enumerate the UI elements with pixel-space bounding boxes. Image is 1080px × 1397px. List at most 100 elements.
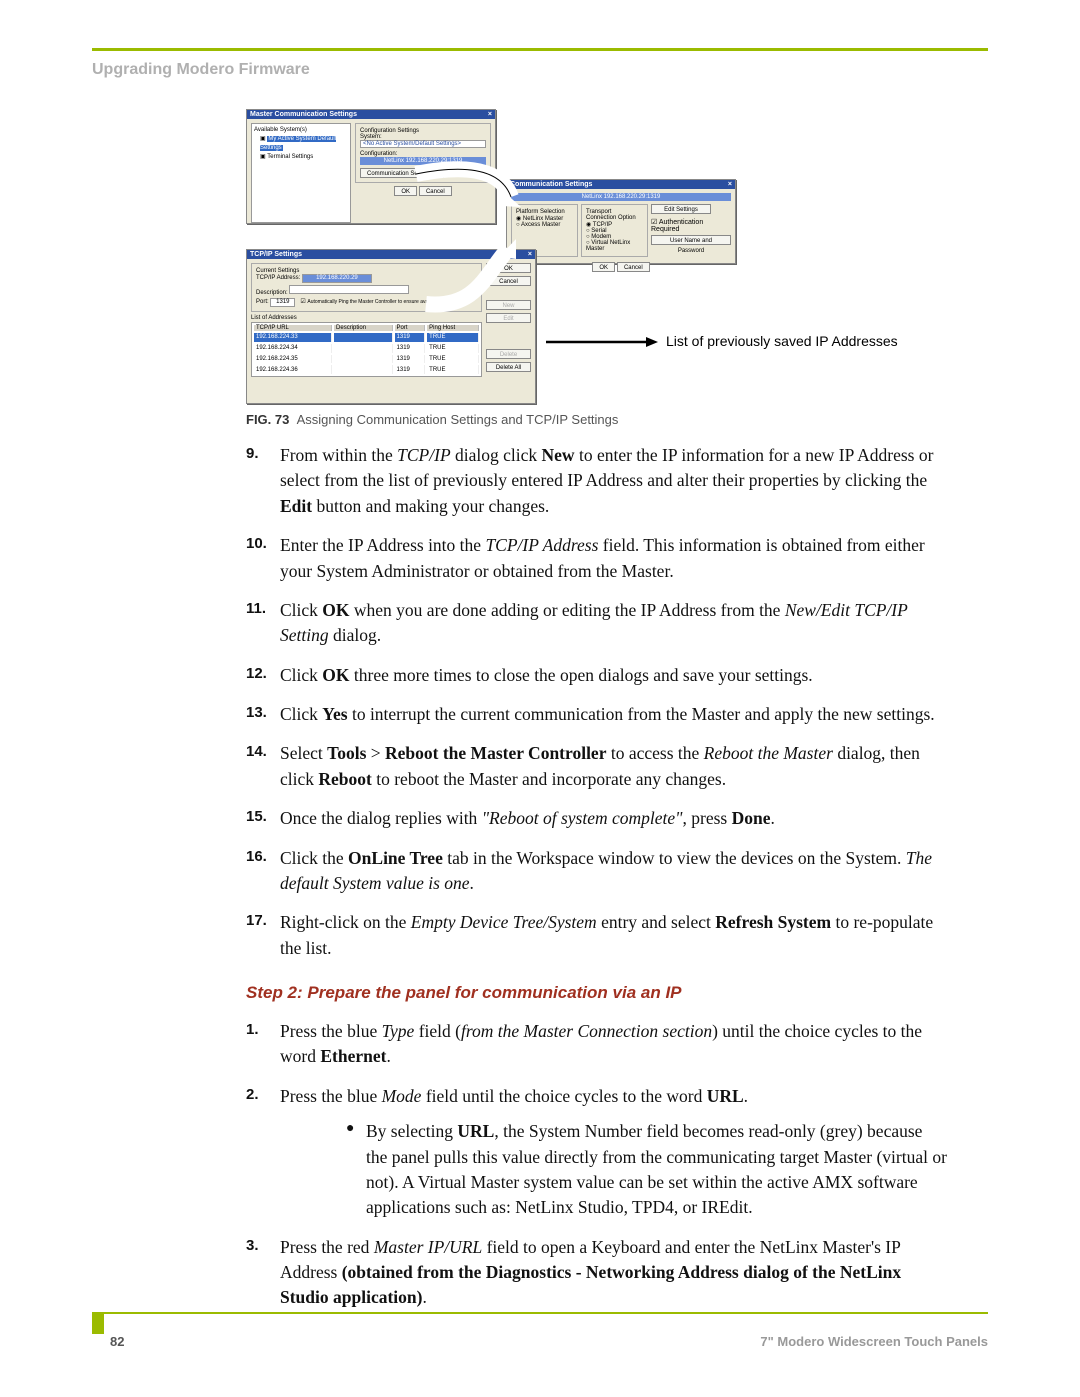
- cancel-button[interactable]: Cancel: [419, 186, 452, 196]
- step-number: 10.: [246, 533, 280, 584]
- step-number: 3.: [246, 1235, 280, 1311]
- figure-caption-text: Assigning Communication Settings and TCP…: [297, 412, 619, 427]
- radio-label: Axcess Master: [521, 222, 560, 228]
- step-item: 17.Right-click on the Empty Device Tree/…: [246, 910, 948, 961]
- sub-text: By selecting URL, the System Number fiel…: [366, 1119, 948, 1221]
- description-input[interactable]: [289, 285, 409, 294]
- table-cell: 192.168.224.36: [254, 365, 332, 374]
- table-cell: TRUE: [427, 355, 479, 364]
- table-cell: 192.168.224.35: [254, 355, 332, 364]
- step-text: From within the TCP/IP dialog click New …: [280, 443, 948, 519]
- table-cell: 192.168.224.33: [254, 333, 332, 342]
- radio-axcess[interactable]: ○ Axcess Master: [516, 222, 573, 228]
- system-tree[interactable]: Available System(s) ▣ My Active System D…: [251, 123, 351, 223]
- table-cell: TRUE: [427, 333, 479, 342]
- folder-icon: ▣: [260, 154, 266, 160]
- ok-button[interactable]: OK: [394, 186, 417, 196]
- step-number: 16.: [246, 846, 280, 897]
- step-number: 14.: [246, 741, 280, 792]
- table-cell: 192.168.224.34: [254, 344, 332, 353]
- dialog-tcpip: TCP/IP Settings × Current Settings TCP/I…: [246, 249, 536, 404]
- dialog-tcpip-title: TCP/IP Settings ×: [247, 250, 535, 259]
- transport-group: Transport Connection Option ◉ TCP/IP ○ S…: [581, 204, 648, 257]
- new-button[interactable]: New: [486, 300, 531, 310]
- table-cell: [334, 333, 392, 342]
- auth-checkbox[interactable]: ☑ Authentication Required: [651, 218, 731, 233]
- footer-accent-block: [92, 1314, 104, 1334]
- table-row[interactable]: 192.168.224.351319TRUE: [254, 355, 479, 364]
- dialog-comm-settings: Communication Settings × NetLinx 192.168…: [506, 179, 736, 264]
- ip-address-table[interactable]: TCP/IP URL Description Port Ping Host 19…: [251, 322, 482, 377]
- header-title: Upgrading Modero Firmware: [92, 61, 988, 79]
- step-item: 13.Click Yes to interrupt the current co…: [246, 702, 948, 727]
- page-number: 82: [110, 1334, 124, 1349]
- table-row[interactable]: 192.168.224.361319TRUE: [254, 365, 479, 374]
- cancel-button[interactable]: Cancel: [486, 276, 531, 286]
- product-name: 7" Modero Widescreen Touch Panels: [760, 1334, 988, 1349]
- step-number: 2.: [246, 1084, 280, 1221]
- step-number: 9.: [246, 443, 280, 519]
- step-item: 1.Press the blue Type field (from the Ma…: [246, 1019, 948, 1070]
- label-desc: Description:: [256, 290, 288, 296]
- th-ping: Ping Host: [427, 325, 479, 331]
- tree-item[interactable]: Terminal Settings: [267, 154, 313, 160]
- table-cell: 1319: [395, 333, 426, 342]
- radio-label: Virtual NetLinx Master: [586, 240, 630, 252]
- comm-bar: NetLinx 192.168.220.29:1319: [511, 193, 731, 201]
- tree-item-selected[interactable]: My Active System Default Settings: [260, 136, 336, 151]
- radio-virtual[interactable]: ○ Virtual NetLinx Master: [586, 240, 643, 252]
- step-item: 14.Select Tools > Reboot the Master Cont…: [246, 741, 948, 792]
- steps-list-a: 9.From within the TCP/IP dialog click Ne…: [246, 443, 948, 961]
- step-text: Select Tools > Reboot the Master Control…: [280, 741, 948, 792]
- table-cell: TRUE: [427, 344, 479, 353]
- delete-all-button[interactable]: Delete All: [486, 362, 531, 372]
- port-input[interactable]: 1319: [270, 298, 295, 307]
- current-settings-group: Current Settings TCP/IP Address: 192.168…: [251, 263, 482, 312]
- delete-button[interactable]: Delete: [486, 349, 531, 359]
- table-cell: [334, 344, 392, 353]
- close-icon[interactable]: ×: [528, 251, 532, 258]
- step-item: 9.From within the TCP/IP dialog click Ne…: [246, 443, 948, 519]
- dialog-tcpip-title-text: TCP/IP Settings: [250, 251, 302, 258]
- comm-settings-button[interactable]: Communication Settings...: [360, 168, 444, 178]
- ok-button[interactable]: OK: [486, 263, 531, 273]
- dialog-comm-title: Communication Settings ×: [507, 180, 735, 189]
- step-text: Press the red Master IP/URL field to ope…: [280, 1235, 948, 1311]
- step-item: 16.Click the OnLine Tree tab in the Work…: [246, 846, 948, 897]
- step-number: 15.: [246, 806, 280, 831]
- step-number: 11.: [246, 598, 280, 649]
- step-text: Press the blue Type field (from the Mast…: [280, 1019, 948, 1070]
- label-addr: TCP/IP Address:: [256, 275, 300, 281]
- table-row[interactable]: 192.168.224.341319TRUE: [254, 344, 479, 353]
- edit-button[interactable]: Edit: [486, 313, 531, 323]
- radio-tcpip[interactable]: ◉ TCP/IP: [586, 221, 643, 228]
- edit-settings-button[interactable]: Edit Settings: [651, 204, 711, 214]
- step-text: Click OK when you are done adding or edi…: [280, 598, 948, 649]
- step-item: 3.Press the red Master IP/URL field to o…: [246, 1235, 948, 1311]
- dialog-master-title: Master Communication Settings ×: [247, 110, 495, 119]
- bullet-icon: ●: [346, 1119, 366, 1221]
- step-number: 12.: [246, 663, 280, 688]
- table-row[interactable]: 192.168.224.33 1319TRUE: [254, 333, 479, 342]
- username-button[interactable]: User Name and Password: [651, 235, 731, 245]
- callout-ip-list: List of previously saved IP Addresses: [666, 333, 898, 349]
- step-item: 12.Click OK three more times to close th…: [246, 663, 948, 688]
- config-value: NetLinx 192.168.220.29:1319: [360, 157, 486, 165]
- steps-list-b: 1.Press the blue Type field (from the Ma…: [246, 1019, 948, 1311]
- config-group: Configuration Settings System: <No Activ…: [355, 123, 491, 183]
- step-text: Right-click on the Empty Device Tree/Sys…: [280, 910, 948, 961]
- system-value: <No Active System/Default Settings>: [360, 140, 486, 148]
- tcpip-address-input[interactable]: 192.168.220.29: [302, 274, 372, 283]
- close-icon[interactable]: ×: [728, 181, 732, 188]
- step-item: 11.Click OK when you are done adding or …: [246, 598, 948, 649]
- dialog-master-title-text: Master Communication Settings: [250, 111, 357, 118]
- figure-73: Master Communication Settings × Availabl…: [246, 109, 966, 404]
- close-icon[interactable]: ×: [488, 111, 492, 118]
- th-url: TCP/IP URL: [254, 325, 332, 331]
- table-cell: [334, 355, 392, 364]
- radio-netlinx[interactable]: ◉ NetLinx Master: [516, 215, 573, 222]
- ping-checkbox-label[interactable]: Automatically Ping the Master Controller…: [307, 299, 444, 305]
- cancel-button[interactable]: Cancel: [617, 262, 650, 272]
- step-text: Click OK three more times to close the o…: [280, 663, 948, 688]
- ok-button[interactable]: OK: [592, 262, 615, 272]
